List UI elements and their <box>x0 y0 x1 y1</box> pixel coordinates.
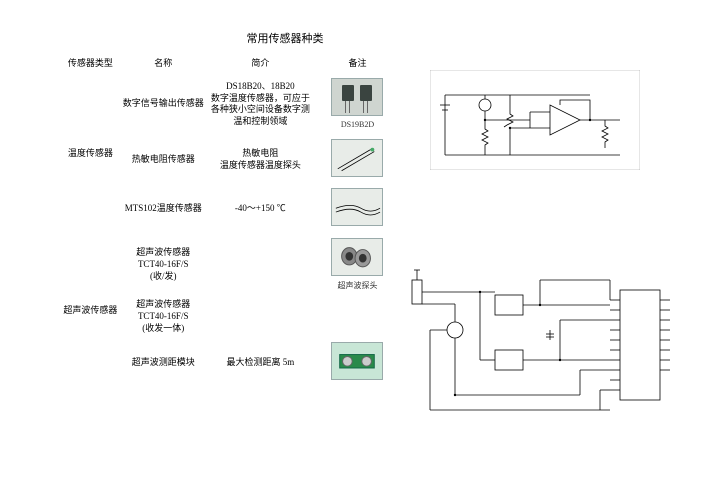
thumb-image <box>331 78 383 116</box>
note-cell <box>315 338 400 388</box>
thumb-caption: DS19B2D <box>317 120 398 130</box>
hdr-type: 传感器类型 <box>60 54 121 74</box>
note-cell <box>315 184 400 234</box>
desc-cell: 最大检测距离 5m <box>206 338 315 388</box>
schematic-opamp <box>430 70 640 170</box>
note-cell: 超声波探头 <box>315 234 400 295</box>
desc-cell <box>206 234 315 295</box>
name-cell: MTS102温度传感器 <box>121 184 206 234</box>
hdr-desc: 简介 <box>206 54 315 74</box>
sensor-table: 传感器类型 名称 简介 备注 温度传感器 数字信号输出传感器 DS18B20、1… <box>60 54 400 388</box>
thumb-image <box>331 188 383 226</box>
schematic-ultrasonic <box>400 260 690 430</box>
name-cell: 热敏电阻传感器 <box>121 135 206 185</box>
thumb-caption: 超声波探头 <box>317 281 398 291</box>
note-cell <box>315 295 400 338</box>
hdr-name: 名称 <box>121 54 206 74</box>
desc-cell: -40～+150 ℃ <box>206 184 315 234</box>
desc-cell: 热敏电阻温度传感器温度探头 <box>206 135 315 185</box>
note-cell: DS19B2D <box>315 74 400 135</box>
thumb-image <box>331 139 383 177</box>
table-row: 温度传感器 数字信号输出传感器 DS18B20、18B20数字温度传感器，可应于… <box>60 74 400 135</box>
desc-cell <box>206 295 315 338</box>
type-cell: 超声波传感器 <box>60 234 121 388</box>
header-row: 传感器类型 名称 简介 备注 <box>60 54 400 74</box>
type-cell: 温度传感器 <box>60 74 121 234</box>
name-cell: 超声波测距模块 <box>121 338 206 388</box>
name-cell: 超声波传感器TCT40-16F/S(收/发) <box>121 234 206 295</box>
table-row: 超声波传感器 超声波传感器TCT40-16F/S(收/发) 超声波探头 <box>60 234 400 295</box>
desc-cell: DS18B20、18B20数字温度传感器，可应于各种狭小空间设备数字测温和控制领… <box>206 74 315 135</box>
thumb-image <box>331 238 383 276</box>
thumb-image <box>331 342 383 380</box>
name-cell: 数字信号输出传感器 <box>121 74 206 135</box>
hdr-note: 备注 <box>315 54 400 74</box>
name-cell: 超声波传感器TCT40-16F/S(收发一体) <box>121 295 206 338</box>
page-title: 常用传感器种类 <box>60 30 400 46</box>
note-cell <box>315 135 400 185</box>
